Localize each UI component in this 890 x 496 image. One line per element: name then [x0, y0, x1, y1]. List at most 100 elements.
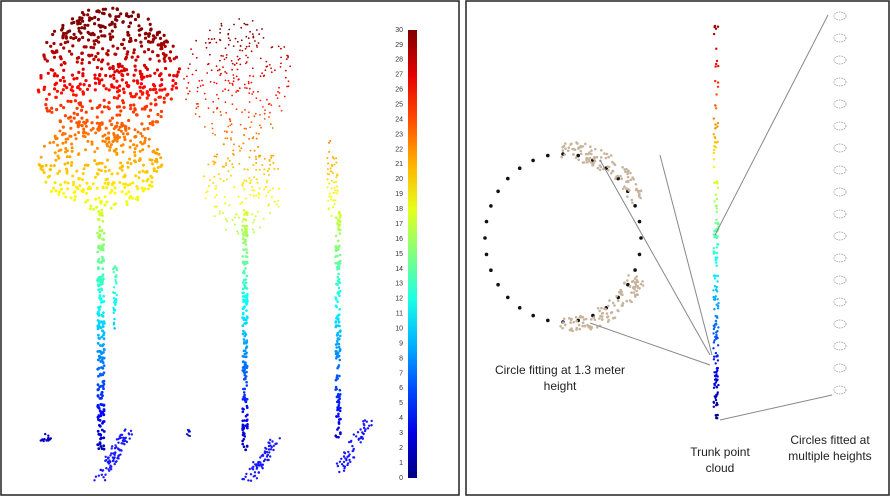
point — [99, 433, 102, 436]
point — [120, 144, 123, 147]
point — [713, 233, 715, 235]
point — [147, 48, 150, 51]
point — [611, 161, 614, 164]
point — [713, 152, 715, 154]
point — [242, 260, 245, 263]
point — [136, 187, 139, 190]
point — [44, 103, 47, 106]
point — [121, 21, 124, 24]
point — [163, 53, 166, 56]
point — [92, 58, 95, 61]
point — [143, 128, 146, 131]
point — [103, 34, 106, 37]
point — [110, 143, 113, 146]
point — [252, 222, 254, 224]
point — [335, 350, 338, 353]
point — [716, 337, 718, 339]
point — [96, 232, 99, 235]
point — [67, 182, 70, 185]
point — [714, 395, 716, 397]
point — [106, 159, 109, 162]
point — [270, 448, 272, 450]
point — [596, 156, 599, 159]
point — [56, 90, 59, 93]
point — [235, 38, 237, 40]
point — [289, 65, 291, 67]
point — [70, 53, 73, 56]
point — [97, 334, 100, 337]
point — [71, 74, 74, 77]
point — [288, 80, 290, 82]
point — [244, 87, 246, 89]
point — [43, 88, 46, 91]
point — [338, 355, 341, 358]
point — [592, 164, 595, 167]
point — [251, 82, 253, 84]
point — [96, 147, 99, 150]
point — [99, 30, 102, 33]
point — [337, 352, 340, 355]
point — [158, 88, 161, 91]
point — [189, 90, 191, 92]
point — [598, 317, 601, 320]
point — [335, 181, 337, 183]
point — [47, 176, 50, 179]
point — [102, 311, 105, 314]
point — [75, 77, 78, 80]
point — [208, 107, 210, 109]
point — [608, 299, 611, 302]
point — [105, 201, 108, 204]
point — [268, 168, 270, 170]
point — [328, 173, 330, 175]
point — [100, 314, 103, 317]
point — [222, 55, 224, 57]
point — [338, 375, 341, 378]
point — [212, 182, 214, 184]
point — [102, 367, 105, 370]
point — [125, 81, 128, 84]
point — [227, 157, 229, 159]
point — [43, 55, 46, 58]
point — [108, 107, 111, 110]
point — [144, 37, 147, 40]
point — [104, 140, 107, 143]
point — [83, 24, 86, 27]
point — [126, 33, 129, 36]
point — [229, 119, 231, 121]
point — [186, 433, 188, 435]
point — [247, 169, 249, 171]
point — [104, 166, 107, 169]
point — [716, 367, 718, 369]
point — [256, 97, 258, 99]
point — [103, 322, 106, 325]
point — [253, 91, 255, 93]
point — [80, 117, 83, 120]
point — [111, 117, 114, 120]
point — [564, 142, 567, 145]
point — [627, 176, 630, 179]
point — [277, 97, 279, 99]
point — [135, 113, 138, 116]
point — [163, 97, 166, 100]
point — [713, 247, 715, 249]
point — [103, 380, 106, 383]
point — [143, 85, 146, 88]
colorbar: 0123456789101112131415161718192021222324… — [395, 27, 417, 482]
point — [246, 275, 249, 278]
point — [246, 61, 248, 63]
point — [98, 367, 101, 370]
point — [134, 174, 137, 177]
point — [243, 295, 246, 298]
point — [99, 410, 102, 413]
point — [147, 178, 150, 181]
point — [715, 262, 717, 264]
point — [483, 236, 487, 240]
point — [334, 187, 336, 189]
point — [714, 80, 716, 82]
point — [238, 196, 240, 198]
point — [638, 220, 642, 224]
point — [485, 253, 489, 257]
point — [134, 65, 137, 68]
point — [715, 399, 717, 401]
point — [216, 206, 218, 208]
